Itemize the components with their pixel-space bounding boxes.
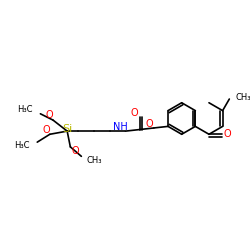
- Text: CH₃: CH₃: [236, 93, 250, 102]
- Text: O: O: [71, 146, 79, 156]
- Text: O: O: [130, 108, 138, 118]
- Text: O: O: [223, 129, 231, 139]
- Text: H₃C: H₃C: [18, 105, 33, 114]
- Text: NH: NH: [112, 122, 127, 132]
- Text: CH₃: CH₃: [86, 156, 102, 166]
- Text: Si: Si: [62, 124, 72, 134]
- Text: O: O: [46, 110, 53, 120]
- Text: H₃C: H₃C: [14, 141, 30, 150]
- Text: O: O: [42, 125, 50, 135]
- Text: O: O: [146, 119, 153, 129]
